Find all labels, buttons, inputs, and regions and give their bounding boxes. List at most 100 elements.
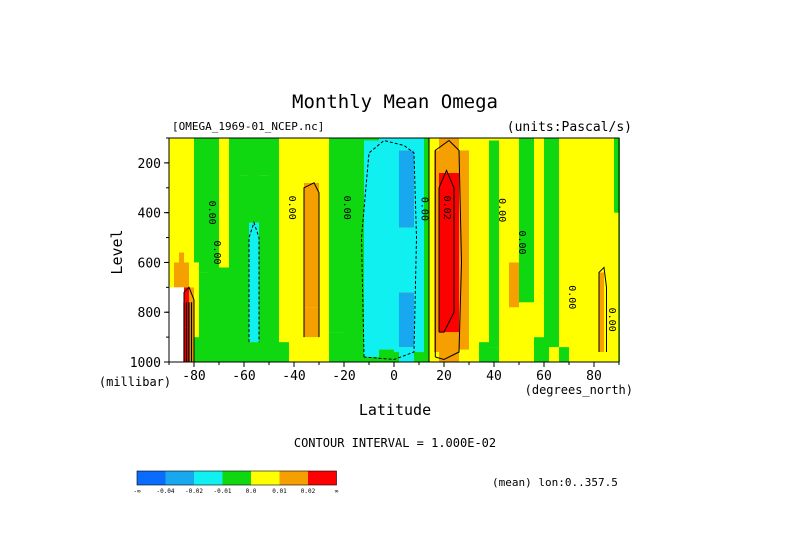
x-tick-label: -40 [282,369,305,384]
field-band [534,337,545,362]
field-band [394,138,400,353]
mean-longitude-text: (mean) lon:0..357.5 [492,476,618,489]
field-band [614,212,620,362]
field-band [249,222,260,343]
field-band [599,352,605,362]
y-tick-label: 200 [138,157,161,172]
field-band [269,138,280,362]
field-band [599,272,605,353]
field-band [414,352,425,362]
field-band [399,227,415,293]
field-band [289,138,305,350]
field-band [209,138,220,362]
field-band [194,262,200,338]
field-band [239,138,250,176]
field-band [459,349,470,362]
field-band [379,349,395,362]
y-tick-label: 1000 [130,356,161,371]
field-band [479,138,490,343]
field-band [304,182,320,308]
contour-label: 0.00 [341,196,352,220]
field-band [239,175,250,362]
field-band [279,138,290,343]
plot-area: 0.00 0.00 0.00 0.00 0.00 0.02 0.00 0.00 0.00 0.00 [168,137,620,363]
contour-line [303,182,320,338]
colorbar-label: 0.01 [272,488,287,495]
field-band [589,138,600,362]
colorbar-swatch [251,471,280,485]
field-band [399,347,415,362]
field-band [509,307,520,348]
field-band [459,150,470,350]
colorbar-frame [136,470,337,486]
field-band [329,138,345,333]
field-band [489,138,500,141]
field-band [344,138,355,362]
field-band [519,302,535,362]
field-band [194,337,200,362]
field-band [469,138,480,362]
field-band [219,267,230,362]
colorbar-label: -∞ [133,488,141,495]
field-band [199,138,210,273]
x-tick-label: 40 [486,369,502,384]
y-tick-label: 400 [138,207,161,222]
x-tick-label: -80 [182,369,205,384]
dataset-label: [OMEGA_1969-01_NCEP.nc] [172,120,324,133]
field-band [364,140,380,358]
field-band [174,138,180,181]
field-band [229,138,240,362]
contour-label: 0.00 [286,196,297,220]
field-band [599,138,605,273]
contour-label: 0.00 [419,197,430,221]
field-band [509,138,520,263]
contour-line [598,266,607,352]
colorbar: -∞ -0.04 -0.02 -0.01 0.0 0.01 0.02 ∞ [133,470,339,495]
field-band [304,307,320,338]
colorbar-swatch [165,471,194,485]
field-band [579,162,590,313]
field-band [304,138,320,183]
y-tick-label: 800 [138,306,161,321]
contour-line [438,169,455,333]
y-axis-label: Level [108,229,126,274]
field-band [199,272,210,362]
field-band [459,138,470,151]
field-band [414,138,425,353]
field-band [479,342,490,362]
units-label: (units:Pascal/s) [507,120,632,135]
field-band [604,138,615,362]
field-band [429,138,435,362]
colorbar-label: ∞ [335,488,339,495]
field-band [399,150,415,228]
contour-line [434,139,463,361]
x-axis-label: Latitude [359,401,431,419]
field-band [289,349,305,362]
colorbar-label: -0.01 [213,488,231,495]
colorbar-label: 0.02 [301,488,316,495]
colorbar-label: 0.0 [246,488,257,495]
x-tick-label: 0 [390,369,398,384]
colorbar-swatch [194,471,223,485]
field-band [489,347,500,362]
y-tick-label: 600 [138,256,161,271]
field-band [364,357,380,362]
field-band [509,347,520,362]
x-tick-label: -60 [232,369,255,384]
colorbar-swatch [137,471,166,485]
x-unit-label: (degrees_north) [525,383,633,397]
contour-lines [183,138,607,362]
contour-label: 0.00 [211,240,222,264]
field-band [364,138,380,141]
contour-label: 0.00 [206,201,217,225]
field-band [579,138,590,163]
field-band [534,138,545,338]
x-tick-label: 20 [436,369,452,384]
field-band [519,138,535,303]
field-band [354,138,365,362]
field-band [434,150,440,353]
contour-label: 0.02 [441,196,452,220]
field-band [319,138,330,348]
contour-interval-text: CONTOUR INTERVAL = 1.000E-02 [294,436,496,450]
